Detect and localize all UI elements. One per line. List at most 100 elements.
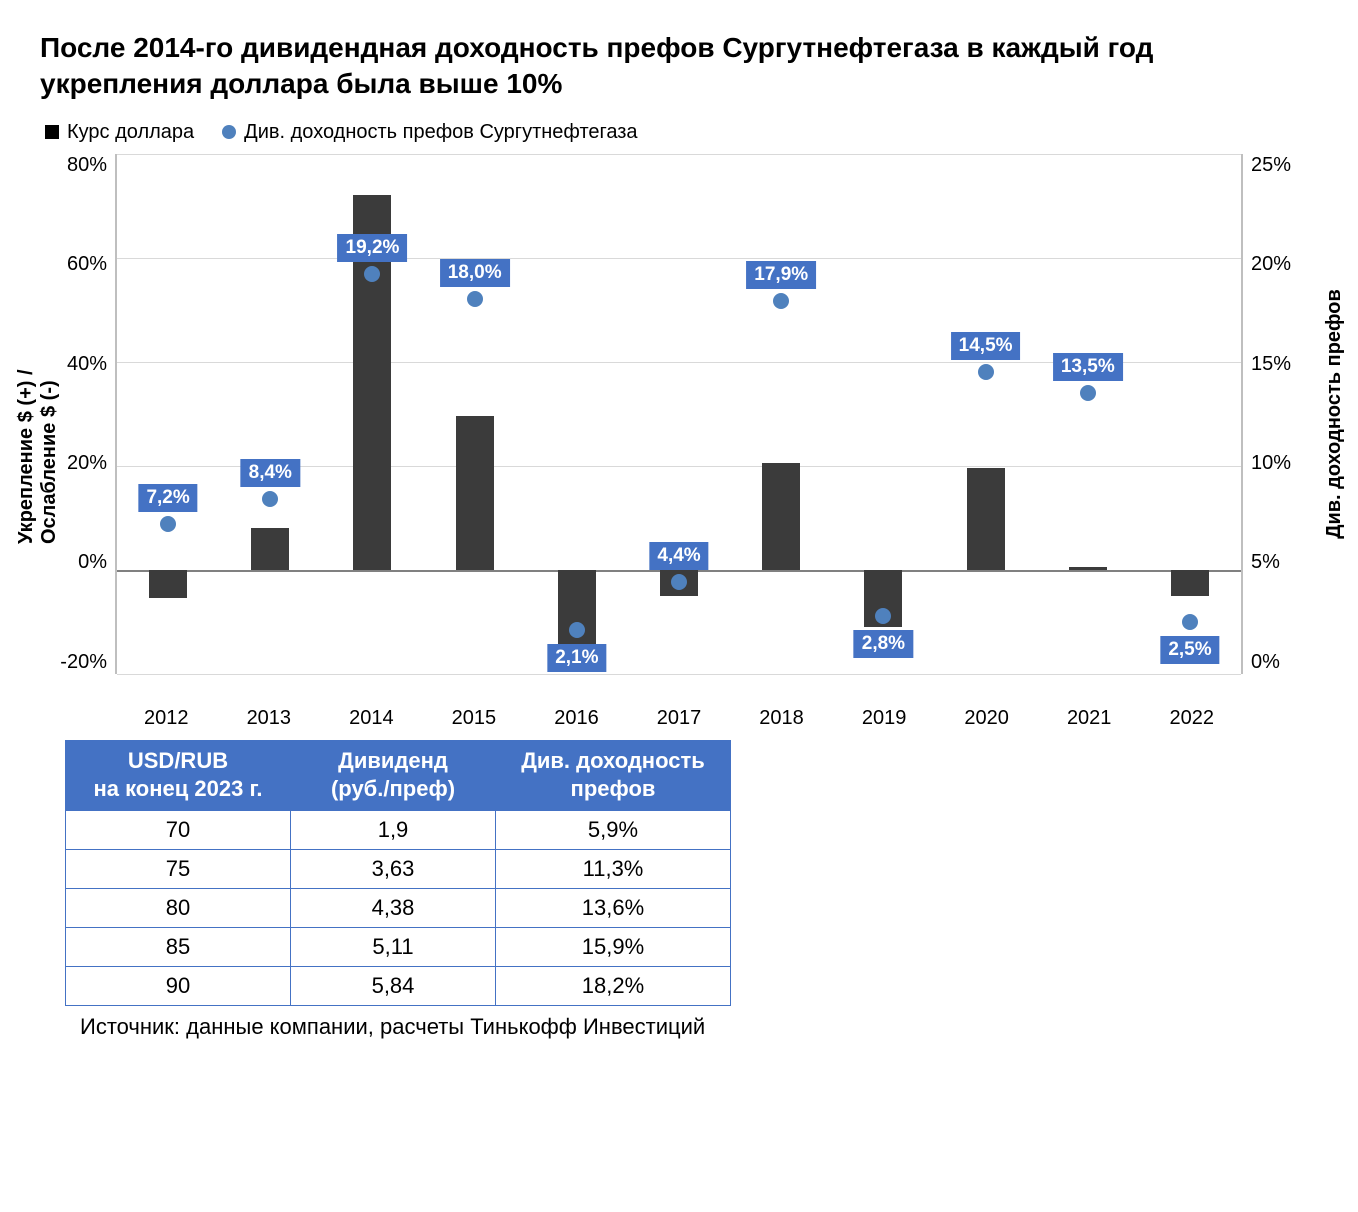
legend-item-dot: Див. доходность префов Сургутнефтегаза [222,121,637,144]
bar [1171,570,1209,596]
data-label: 2,8% [854,630,913,658]
y-left-tick: 60% [48,253,107,276]
y-axis-left-label: Укрепление $ (+) / Ослабление $ (-) [15,284,61,544]
table-row: 905,8418,2% [66,966,731,1005]
chart-column: 14,5% [935,154,1037,674]
data-label: 19,2% [338,234,408,262]
x-tick-label: 2014 [320,707,423,730]
table-cell: 18,2% [496,966,731,1005]
table-cell: 5,9% [496,810,731,849]
legend-dot-label: Див. доходность префов Сургутнефтегаза [244,121,637,144]
y-left-tick: 80% [48,154,107,177]
y-right-tick: 15% [1251,353,1310,376]
y-axis-right-ticks: 25% 20% 15% 10% 5% 0% [1243,154,1318,674]
x-tick-label: 2022 [1140,707,1243,730]
data-point [569,622,585,638]
y-left-tick: 0% [48,551,107,574]
data-label: 7,2% [138,484,197,512]
x-tick-label: 2021 [1038,707,1141,730]
legend: Курс доллара Див. доходность префов Сург… [40,121,1318,144]
chart-title: После 2014-го дивидендная доходность пре… [40,30,1318,103]
chart-column: 2,5% [1139,154,1241,674]
y-left-tick: -20% [48,651,107,674]
table-cell: 15,9% [496,927,731,966]
x-tick-label: 2018 [730,707,833,730]
data-point [773,293,789,309]
table-row: 855,1115,9% [66,927,731,966]
data-point [1080,385,1096,401]
table-cell: 90 [66,966,291,1005]
data-point [1182,614,1198,630]
x-tick-label: 2020 [935,707,1038,730]
legend-bar-label: Курс доллара [67,121,194,144]
chart-column: 7,2% [117,154,219,674]
y-right-tick: 5% [1251,551,1310,574]
bar [456,416,494,569]
data-point [262,491,278,507]
table-row: 753,6311,3% [66,849,731,888]
bar [149,570,187,599]
forecast-table: USD/RUBна конец 2023 г.Дивиденд(руб./пре… [65,740,731,1006]
x-tick-label: 2015 [423,707,526,730]
table-cell: 13,6% [496,888,731,927]
dot-swatch-icon [222,125,236,139]
chart-column: 18,0% [424,154,526,674]
x-axis-labels: 2012201320142015201620172018201920202021… [115,699,1243,730]
data-label: 2,1% [547,644,606,672]
table-header-cell: Див. доходностьпрефов [496,740,731,810]
table-header-cell: Дивиденд(руб./преф) [291,740,496,810]
table-row: 804,3813,6% [66,888,731,927]
table-cell: 3,63 [291,849,496,888]
table-cell: 85 [66,927,291,966]
table-header-cell: USD/RUBна конец 2023 г. [66,740,291,810]
x-tick-label: 2013 [218,707,321,730]
table-cell: 5,84 [291,966,496,1005]
bar [967,468,1005,569]
chart-column: 2,8% [832,154,934,674]
x-tick-label: 2019 [833,707,936,730]
y-axis-right-label: Див. доходность префов [1323,289,1346,539]
data-label: 8,4% [241,459,300,487]
chart-column: 13,5% [1037,154,1139,674]
data-label: 13,5% [1053,353,1123,381]
x-tick-label: 2016 [525,707,628,730]
y-right-tick: 20% [1251,253,1310,276]
table-cell: 80 [66,888,291,927]
chart-column: 4,4% [628,154,730,674]
table-cell: 70 [66,810,291,849]
table-row: 701,95,9% [66,810,731,849]
data-point [875,608,891,624]
source-footnote: Источник: данные компании, расчеты Тиньк… [80,1014,1318,1040]
chart-column: 2,1% [526,154,628,674]
legend-item-bar: Курс доллара [45,121,194,144]
data-label: 14,5% [951,332,1021,360]
bar-swatch-icon [45,125,59,139]
bar [762,463,800,570]
data-point [160,516,176,532]
data-point [671,574,687,590]
chart-area: Укрепление $ (+) / Ослабление $ (-) 80%6… [40,154,1318,674]
data-label: 18,0% [440,259,510,287]
y-right-tick: 10% [1251,452,1310,475]
data-point [978,364,994,380]
chart-column: 8,4% [219,154,321,674]
chart-column: 19,2% [321,154,423,674]
table-cell: 75 [66,849,291,888]
bar [251,528,289,570]
data-point [467,291,483,307]
gridline [117,674,1241,675]
x-tick-label: 2017 [628,707,731,730]
x-tick-label: 2012 [115,707,218,730]
y-right-tick: 25% [1251,154,1310,177]
plot-region: 7,2% 8,4% 19,2% 18,0% 2,1% 4,4% 17,9% 2,8% 14,5%… [115,154,1243,674]
data-point [364,266,380,282]
data-label: 4,4% [649,542,708,570]
bar [1069,567,1107,570]
data-label: 2,5% [1160,636,1219,664]
table-cell: 4,38 [291,888,496,927]
table-cell: 5,11 [291,927,496,966]
y-right-tick: 0% [1251,651,1310,674]
table-cell: 1,9 [291,810,496,849]
chart-column: 17,9% [730,154,832,674]
data-label: 17,9% [746,261,816,289]
